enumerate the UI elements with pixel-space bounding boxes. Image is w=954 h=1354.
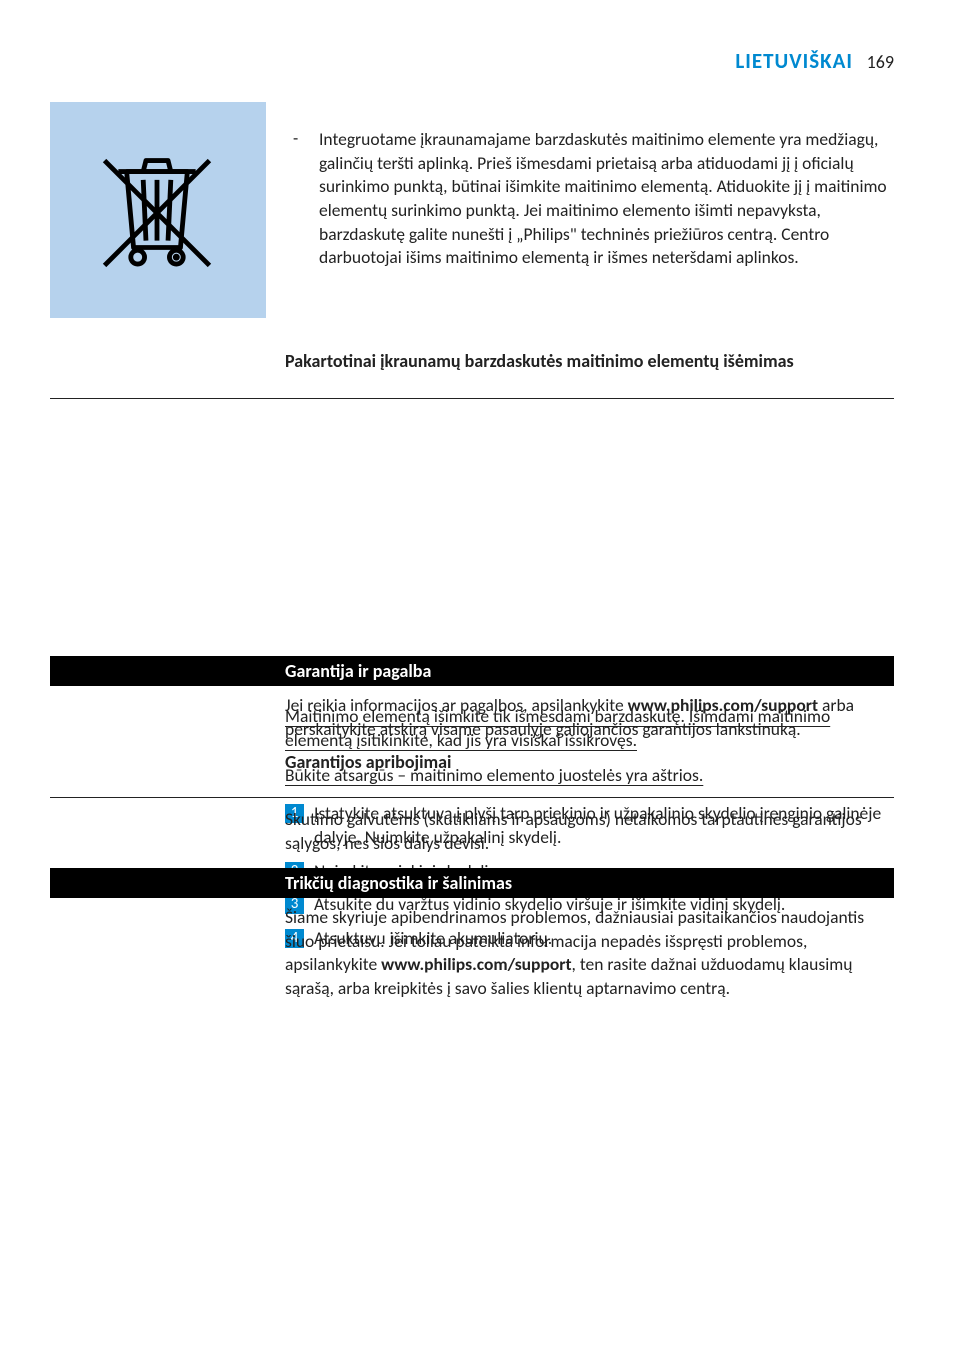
divider-line xyxy=(50,797,894,798)
intro-bullet: - Integruotame įkraunamajame barzdaskutė… xyxy=(285,102,894,290)
warranty-url: www.philips.com/support xyxy=(628,694,818,716)
warranty-body: Jei reikia informacijos ar pagalbos, aps… xyxy=(285,686,894,778)
section-bar-warranty: Garantija ir pagalba xyxy=(50,656,894,686)
warranty-sub-para: Skutimo galvutėms (skutikliams ir apsaug… xyxy=(285,800,894,855)
subsection-title-removal: Pakartotinai įkraunamų barzdaskutės mait… xyxy=(285,290,894,378)
warranty-text-before: Jei reikia informacijos ar pagalbos, aps… xyxy=(285,694,628,716)
warranty-sub-heading: Garantijos apribojimai xyxy=(285,741,894,778)
language-label: LIETUVIŠKAI xyxy=(735,48,853,74)
bullet-dash: - xyxy=(285,128,319,270)
section-title-warranty: Garantija ir pagalba xyxy=(285,660,894,682)
icon-box xyxy=(50,102,266,318)
no-disposal-bin-icon xyxy=(88,144,226,282)
troubleshoot-body: Šiame skyriuje apibendrinamos problemos,… xyxy=(285,898,894,1001)
page-header: LIETUVIŠKAI 169 xyxy=(735,48,894,74)
text-column: - Integruotame įkraunamajame barzdaskutė… xyxy=(285,102,894,378)
troubleshoot-para: Šiame skyriuje apibendrinamos problemos,… xyxy=(285,898,894,1001)
warranty-sub-body: Skutimo galvutėms (skutikliams ir apsaug… xyxy=(285,800,894,855)
section-title-troubleshoot: Trikčių diagnostika ir šalinimas xyxy=(285,872,894,894)
manual-page: LIETUVIŠKAI 169 xyxy=(0,0,954,1354)
warranty-para: Jei reikia informacijos ar pagalbos, aps… xyxy=(285,686,894,741)
intro-text: Integruotame įkraunamajame barzdaskutės … xyxy=(319,128,894,270)
page-number: 169 xyxy=(867,51,894,73)
section-bar-troubleshoot: Trikčių diagnostika ir šalinimas xyxy=(50,868,894,898)
content-area: - Integruotame įkraunamajame barzdaskutė… xyxy=(0,102,894,955)
troubleshoot-url: www.philips.com/support xyxy=(381,953,571,975)
divider-line xyxy=(50,398,894,399)
